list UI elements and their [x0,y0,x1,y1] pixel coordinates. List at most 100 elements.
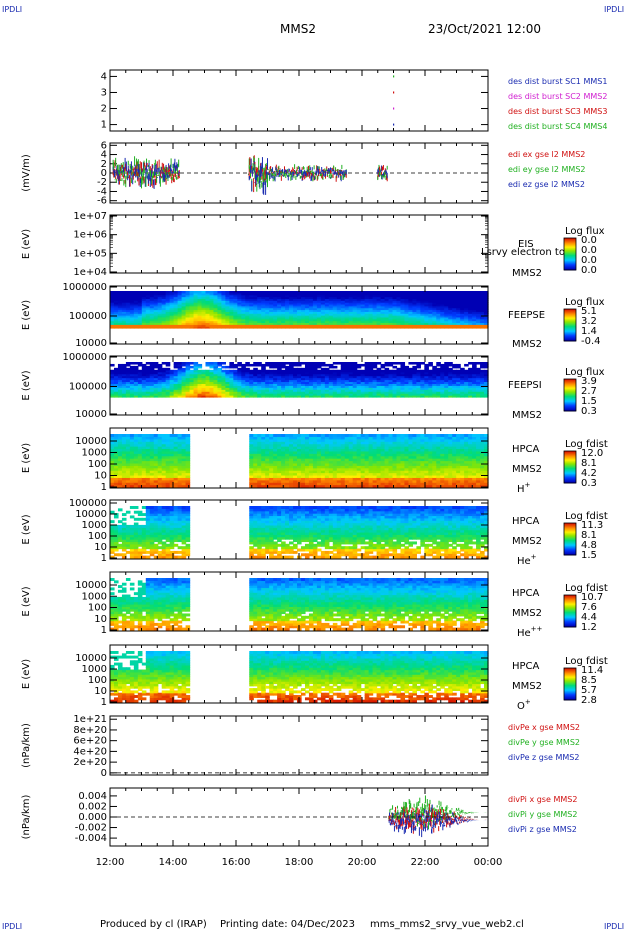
feepsi-cell [380,375,386,379]
feepse-cell [157,296,163,299]
feepse-cell [261,302,266,305]
feepse-cell [173,326,179,329]
feepsi-cell [213,371,219,375]
feepse-cell [400,318,406,322]
feepsi-cell [185,385,191,388]
feepse-colorbar-cell [564,317,576,319]
feepsi-cell [440,363,445,367]
feepse-cell [153,322,159,325]
feepse-cell [400,311,406,314]
feepse-cell [332,311,338,314]
feepse-cell [340,315,346,318]
feepse-cell [265,302,270,305]
feepsi-cell [125,389,131,392]
feepse-cell [312,309,318,312]
feepsi-cell [193,395,199,398]
feepsi-cell [133,369,139,373]
hpca_h-cell [110,441,115,445]
feepsi-cell [344,377,350,381]
feepse-cell [173,316,179,320]
feepse-cell [145,316,151,320]
feepse-cell [129,318,135,322]
feepsi-colorbar-cell [564,386,576,388]
feepsi-cell [121,383,127,386]
feepsi-cell [312,377,318,381]
feepsi-cell [340,363,346,367]
feepsi-cell [384,371,390,375]
feepsi-cell [261,371,266,375]
feepse-cell [352,322,358,325]
feepsi-cell [177,395,183,398]
feepse-cell [110,326,115,329]
feepsi-cell [396,375,402,379]
feepse-cell [213,318,219,322]
feepse-cell [193,311,199,314]
feepse-cell [149,305,155,309]
feepse-cell [249,294,254,298]
feepsi-cell [472,371,477,375]
feepse-cell [161,292,167,296]
feepse-cell [416,316,421,320]
feepsi-cell [408,375,413,379]
feepse-cell [141,326,147,329]
hpca_h-cell [133,460,139,464]
feepsi-cell [221,369,226,373]
feepsi-cell [384,389,390,392]
feepse-cell [217,296,223,299]
feepse-cell [360,311,366,314]
feepse-cell [460,318,465,322]
feepsi-cell [173,393,179,396]
feepsi-cell [225,365,230,369]
feepsi-cell [408,373,413,377]
feepse-cell [213,300,219,303]
feepsi-cell [285,369,290,373]
feepsi-cell [352,395,358,398]
feepsi-cell [392,393,398,396]
feepsi-cell [316,369,322,373]
feepsi-cell [293,387,298,390]
hpca_h-cell [117,438,123,442]
feepse-cell [153,294,159,298]
feepse-cell [217,294,223,298]
feepsi-cell [464,393,469,396]
feepse-cell [269,292,274,296]
feepse-cell [460,303,465,307]
feepse-cell [340,300,346,303]
feepse-cell [173,318,179,322]
feepse-cell [408,315,413,318]
feepsi-cell [328,395,334,398]
feepsi-cell [193,371,199,375]
burst-legend-entry: des dist burst SC2 MMS2 [508,92,607,101]
feepsi-cell [189,385,195,388]
feepse-cell [308,292,314,296]
feepsi-cell [452,381,457,384]
feepsi-cell [281,379,286,383]
feepse-cell [468,315,473,318]
feepse-cell [388,307,394,311]
hpca_h-cell [113,484,119,488]
feepsi-cell [257,383,262,386]
feepse-cell [376,300,382,303]
feepsi-cell [225,383,230,386]
feepse-cell [129,315,135,318]
feepse-cell [436,320,441,324]
feepse-cell [189,324,195,327]
feepse-cell [237,296,242,299]
feepsi-cell [261,369,266,373]
feepsi-cell [169,387,175,390]
feepse-cell [360,313,366,316]
feepse-cell [324,326,330,329]
feepsi-cell [300,395,306,398]
feepsi-cell [316,377,322,381]
feepse-cell [384,324,390,327]
feepse-cell [245,326,250,329]
feepsi-cell [213,395,219,398]
feepsi-cell [165,363,171,367]
feepse-cell [308,324,314,327]
feepse-cell [193,326,199,329]
hpca_h-cell [129,472,135,476]
feepse-cell [173,296,179,299]
feepsi-cell [372,395,378,398]
feepse-cell [117,324,123,327]
feepsi-cell [368,395,374,398]
